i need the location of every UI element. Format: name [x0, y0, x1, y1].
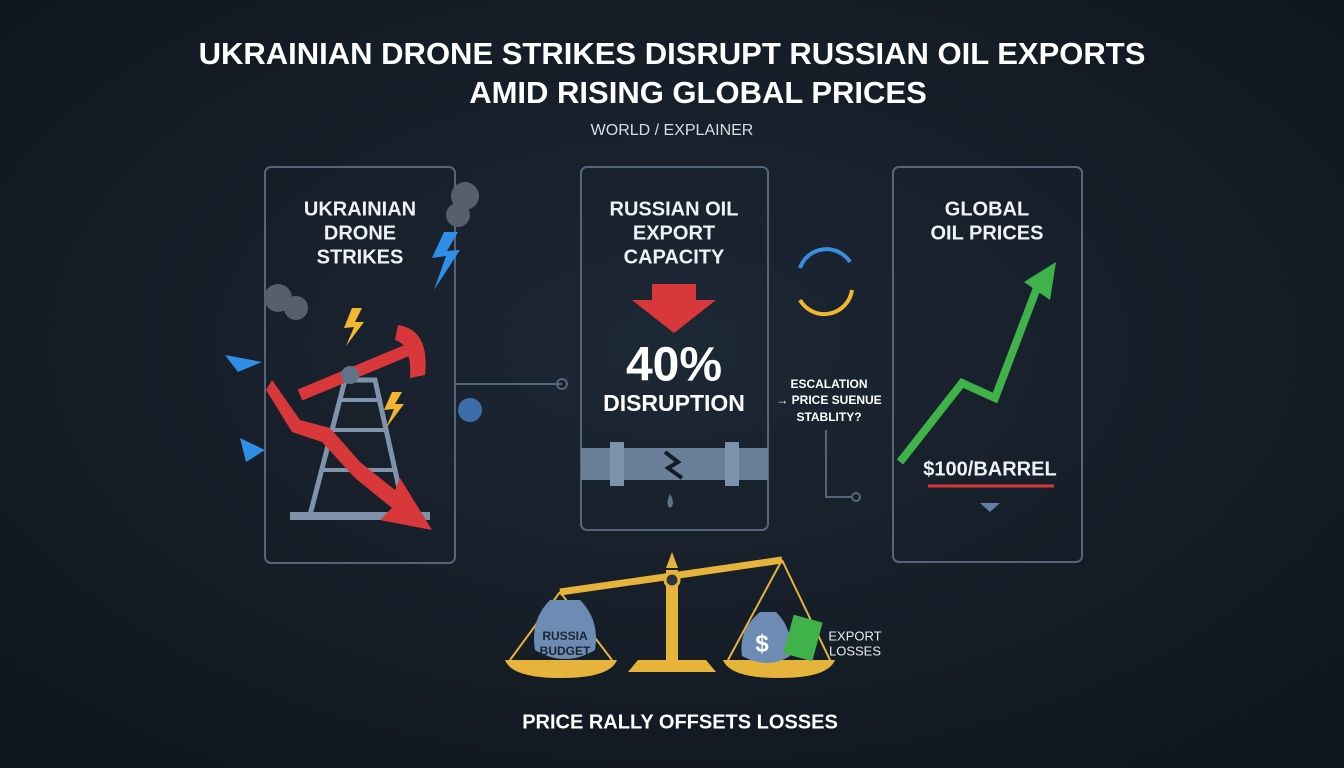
broken-pipe	[581, 442, 768, 508]
panel-heading: STRIKES	[317, 246, 404, 268]
panel-heading: OIL PRICES	[931, 222, 1044, 244]
title-line: AMID RISING GLOBAL PRICES	[469, 75, 927, 110]
bag-symbol: $	[755, 630, 769, 657]
down-arrow	[632, 284, 716, 333]
subtitle: WORLD / EXPLAINER	[591, 122, 754, 139]
panel-heading: DRONE	[324, 222, 396, 244]
down-marker	[980, 503, 1000, 512]
rising-arrowhead	[1024, 262, 1056, 300]
panel-heading: UKRAINIAN	[304, 198, 416, 220]
disruption-figure: 40%	[626, 339, 722, 392]
rising-trend	[896, 278, 1044, 465]
connector-note: STABLITY?	[796, 410, 861, 424]
bag-label: RUSSIA	[542, 629, 588, 643]
connector-note: → PRICE SUENUE	[776, 393, 881, 407]
disruption-caption: DISRUPTION	[603, 390, 745, 416]
connector	[825, 430, 852, 498]
connector-node	[556, 378, 568, 390]
scale-label: LOSSES	[829, 643, 881, 658]
panel-heading: RUSSIAN OIL	[610, 198, 739, 220]
panel-heading: EXPORT	[633, 222, 715, 244]
panel-frame	[892, 166, 1083, 563]
panel-heading: CAPACITY	[624, 246, 725, 268]
panel-frame	[264, 166, 456, 564]
pumpjack-icon	[225, 182, 482, 530]
connector-note: ESCALATION	[790, 377, 867, 391]
scale-label: EXPORT	[828, 628, 881, 643]
panel-frame	[580, 166, 769, 531]
balance-scale	[505, 552, 835, 678]
cycle-icon	[798, 247, 854, 317]
bag-label: BUDGET	[540, 644, 591, 658]
panel-heading: GLOBAL	[945, 198, 1029, 220]
footer: PRICE RALLY OFFSETS LOSSES	[522, 711, 838, 733]
connector-node	[851, 492, 861, 502]
title-line: UKRAINIAN DRONE STRIKES DISRUPT RUSSIAN …	[199, 36, 1146, 71]
price-label: $100/BARREL	[923, 458, 1056, 480]
